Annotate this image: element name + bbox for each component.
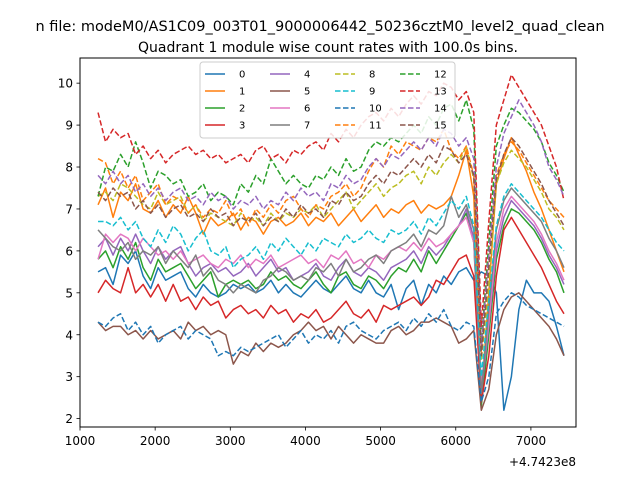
x-tick-label: 4000: [290, 434, 321, 448]
legend-label-15: 15: [434, 121, 447, 132]
legend-label-1: 1: [239, 87, 245, 98]
series-line-5: [97, 292, 565, 411]
y-tick-label: 2: [65, 412, 73, 426]
x-tick-label: 6000: [440, 434, 471, 448]
y-tick-label: 5: [65, 286, 73, 300]
legend-label-13: 13: [434, 87, 447, 98]
y-tick-label: 10: [58, 77, 73, 91]
legend-label-3: 3: [239, 121, 245, 132]
figure-suptitle: n file: modeM0/AS1C09_003T01_9000006442_…: [35, 19, 604, 35]
y-tick-label: 8: [65, 161, 73, 175]
x-tick-label: 7000: [516, 434, 547, 448]
legend-label-2: 2: [239, 104, 245, 115]
legend-label-7: 7: [304, 121, 310, 132]
series-line-10: [97, 292, 565, 403]
series-line-11: [97, 128, 565, 353]
y-axis: 2 3 4 5 6 7 8 9 10: [58, 77, 80, 426]
legend-label-14: 14: [434, 104, 447, 115]
series-line-14: [97, 99, 565, 349]
plot-frame: [79, 57, 577, 428]
series-line-9: [98, 183, 565, 378]
series-line-2: [97, 208, 565, 407]
y-tick-label: 4: [65, 328, 73, 342]
legend-label-5: 5: [304, 87, 310, 98]
y-tick-label: 6: [65, 244, 73, 258]
legend-label-11: 11: [369, 121, 382, 132]
chart-title: Quadrant 1 module wise count rates with …: [138, 40, 518, 56]
x-tick-label: 5000: [365, 434, 396, 448]
y-tick-label: 9: [65, 119, 73, 133]
series-line-12: [97, 99, 565, 344]
legend-label-10: 10: [369, 104, 382, 115]
legend-box: [199, 61, 456, 139]
legend-label-4: 4: [304, 70, 310, 81]
series-line-7: [97, 187, 565, 395]
x-tick-label: 1000: [65, 434, 96, 448]
x-tick-label: 2000: [140, 434, 171, 448]
x-axis-offset-label: +4.7423e8: [509, 455, 576, 469]
legend-label-9: 9: [369, 87, 375, 98]
legend-label-12: 12: [434, 70, 447, 81]
y-tick-label: 3: [65, 370, 73, 384]
x-tick-label: 3000: [215, 434, 246, 448]
legend-label-6: 6: [304, 104, 310, 115]
series-line-8: [97, 145, 565, 361]
x-axis: 1000 2000 3000 4000 5000 6000 7000: [65, 427, 546, 448]
series-line-15: [97, 136, 565, 357]
y-tick-label: 7: [65, 202, 73, 216]
series-line-3: [97, 216, 565, 403]
legend-label-8: 8: [369, 70, 375, 81]
legend-label-0: 0: [239, 70, 245, 81]
